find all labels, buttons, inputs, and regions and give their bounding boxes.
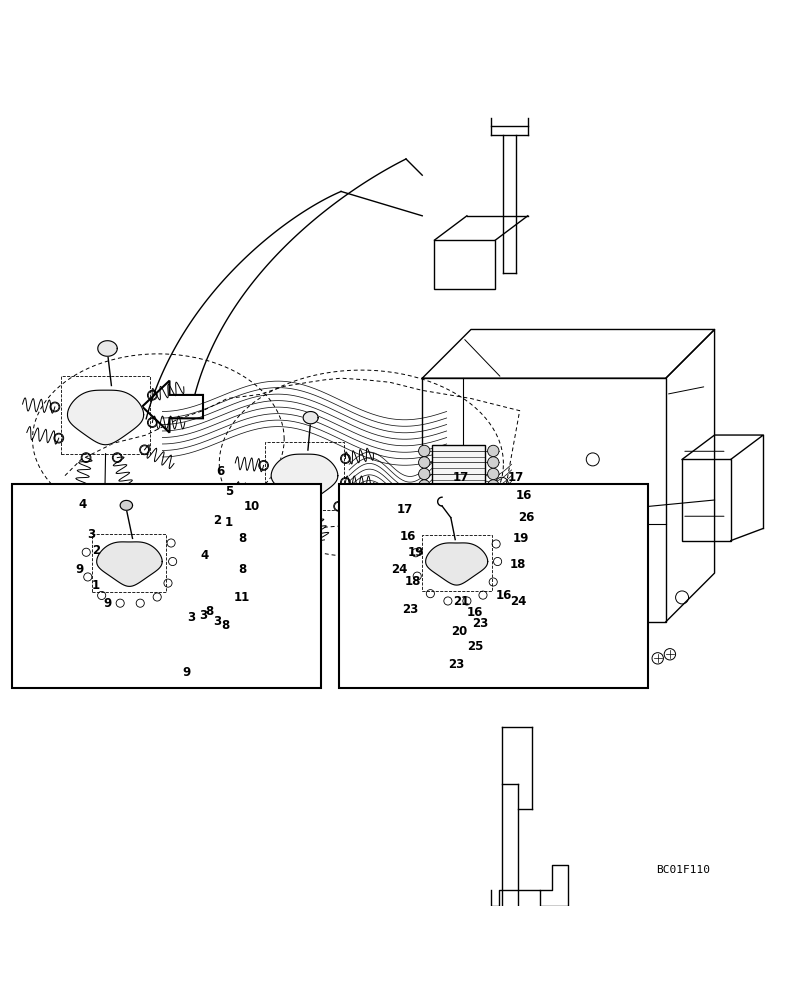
Text: 6: 6 bbox=[217, 465, 225, 478]
Text: 19: 19 bbox=[513, 532, 529, 545]
Bar bbox=[431, 445, 485, 514]
Text: 8: 8 bbox=[221, 619, 230, 632]
Text: 1: 1 bbox=[225, 516, 233, 529]
Circle shape bbox=[418, 457, 430, 468]
Bar bbox=[339, 484, 647, 688]
Text: 16: 16 bbox=[466, 606, 483, 619]
Text: 18: 18 bbox=[404, 575, 420, 588]
Text: 24: 24 bbox=[509, 595, 526, 608]
Polygon shape bbox=[97, 341, 117, 356]
Circle shape bbox=[487, 503, 499, 514]
Text: 17: 17 bbox=[453, 471, 469, 484]
Polygon shape bbox=[67, 390, 144, 445]
Text: 2: 2 bbox=[92, 544, 100, 557]
Text: 17: 17 bbox=[507, 471, 523, 484]
Circle shape bbox=[635, 661, 646, 672]
Circle shape bbox=[418, 480, 430, 491]
Circle shape bbox=[487, 468, 499, 480]
Circle shape bbox=[418, 468, 430, 480]
Bar bbox=[434, 240, 495, 289]
Text: 20: 20 bbox=[450, 625, 466, 638]
Text: 16: 16 bbox=[515, 489, 531, 502]
Circle shape bbox=[651, 653, 663, 664]
Text: 16: 16 bbox=[399, 530, 415, 543]
Text: 5: 5 bbox=[225, 485, 233, 498]
Text: 2: 2 bbox=[213, 514, 221, 527]
Bar bbox=[92, 534, 166, 592]
Text: 8: 8 bbox=[238, 532, 246, 545]
Text: 10: 10 bbox=[243, 500, 260, 513]
Circle shape bbox=[487, 445, 499, 457]
Text: 24: 24 bbox=[391, 563, 407, 576]
Polygon shape bbox=[425, 543, 487, 585]
Text: 3: 3 bbox=[199, 609, 207, 622]
Text: 8: 8 bbox=[238, 563, 246, 576]
Text: BC01F110: BC01F110 bbox=[655, 865, 710, 875]
Text: 3: 3 bbox=[187, 611, 195, 624]
Bar bbox=[265, 442, 343, 510]
Text: 26: 26 bbox=[517, 511, 534, 524]
Bar bbox=[61, 376, 150, 454]
Text: 9: 9 bbox=[103, 597, 111, 610]
Circle shape bbox=[418, 445, 430, 457]
Circle shape bbox=[619, 661, 630, 672]
Text: 8: 8 bbox=[205, 605, 213, 618]
Text: 4: 4 bbox=[79, 498, 87, 511]
Bar bbox=[421, 535, 491, 591]
Polygon shape bbox=[303, 412, 318, 424]
Text: 23: 23 bbox=[472, 617, 488, 630]
Text: 11: 11 bbox=[234, 591, 250, 604]
Polygon shape bbox=[120, 500, 132, 510]
Bar bbox=[12, 484, 320, 688]
Circle shape bbox=[487, 480, 499, 491]
Text: 25: 25 bbox=[466, 640, 483, 653]
Circle shape bbox=[418, 491, 430, 503]
Text: 19: 19 bbox=[407, 546, 423, 559]
Text: 23: 23 bbox=[401, 603, 418, 616]
Text: 9: 9 bbox=[182, 666, 191, 679]
Text: 3: 3 bbox=[213, 615, 221, 628]
Polygon shape bbox=[271, 454, 337, 502]
Text: 4: 4 bbox=[200, 549, 208, 562]
Circle shape bbox=[603, 649, 614, 660]
Circle shape bbox=[418, 503, 430, 514]
Text: 17: 17 bbox=[396, 503, 412, 516]
Circle shape bbox=[487, 457, 499, 468]
Text: 3: 3 bbox=[87, 528, 95, 541]
Polygon shape bbox=[97, 542, 162, 586]
Polygon shape bbox=[142, 381, 203, 433]
Text: 16: 16 bbox=[495, 589, 511, 602]
Text: 18: 18 bbox=[509, 558, 526, 571]
Circle shape bbox=[663, 649, 675, 660]
Text: 23: 23 bbox=[448, 658, 464, 671]
Text: 21: 21 bbox=[453, 595, 469, 608]
Circle shape bbox=[487, 491, 499, 503]
Text: 1: 1 bbox=[92, 579, 100, 592]
Text: 9: 9 bbox=[75, 563, 84, 576]
